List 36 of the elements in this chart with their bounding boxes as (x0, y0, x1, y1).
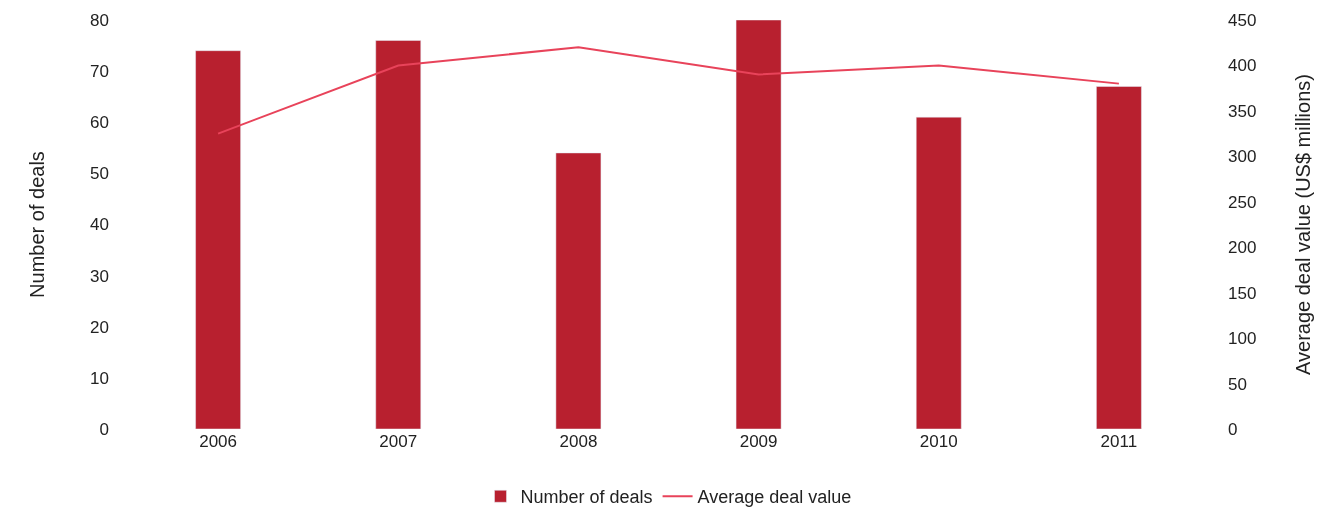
legend-label: Average deal value (697, 487, 852, 508)
y2-tick-label: 300 (1228, 147, 1257, 167)
bar (195, 50, 241, 429)
x-tick-label: 2006 (199, 432, 238, 451)
bar (555, 152, 602, 429)
y-axis-title: Number of deals (25, 151, 48, 298)
bar (915, 116, 962, 429)
y-tick-label: 80 (90, 10, 109, 30)
y2-tick-label: 350 (1228, 101, 1257, 121)
y2-tick-label: 400 (1228, 56, 1257, 76)
bar (1096, 86, 1142, 429)
x-tick-label: 2011 (1100, 432, 1138, 451)
bar (735, 20, 782, 429)
y2-tick-label: 100 (1228, 329, 1257, 349)
y-tick-label: 10 (90, 368, 109, 388)
y2-tick-label: 0 (1228, 419, 1238, 439)
y2-axis-title: Average deal value (US$ millions) (1291, 74, 1314, 375)
y-tick-label: 60 (90, 113, 109, 133)
y-tick-label: 0 (99, 419, 109, 439)
y-tick-label: 50 (90, 164, 109, 184)
x-tick-label: 2008 (559, 432, 598, 451)
x-tick-label: 2007 (379, 432, 418, 451)
y2-tick-label: 150 (1228, 283, 1257, 303)
y-tick-label: 40 (90, 215, 109, 235)
y2-tick-label: 250 (1228, 192, 1257, 212)
y2-tick-label: 200 (1228, 238, 1257, 258)
y2-tick-label: 450 (1228, 10, 1257, 30)
y-tick-label: 20 (90, 317, 109, 337)
bar (375, 40, 422, 429)
legend-label: Number of deals (520, 487, 653, 508)
y2-tick-label: 50 (1228, 374, 1247, 394)
y-tick-label: 70 (90, 62, 109, 82)
line-series (217, 46, 1120, 135)
y-tick-label: 30 (90, 266, 109, 286)
x-tick-label: 2010 (919, 432, 958, 451)
x-tick-label: 2009 (739, 432, 778, 451)
